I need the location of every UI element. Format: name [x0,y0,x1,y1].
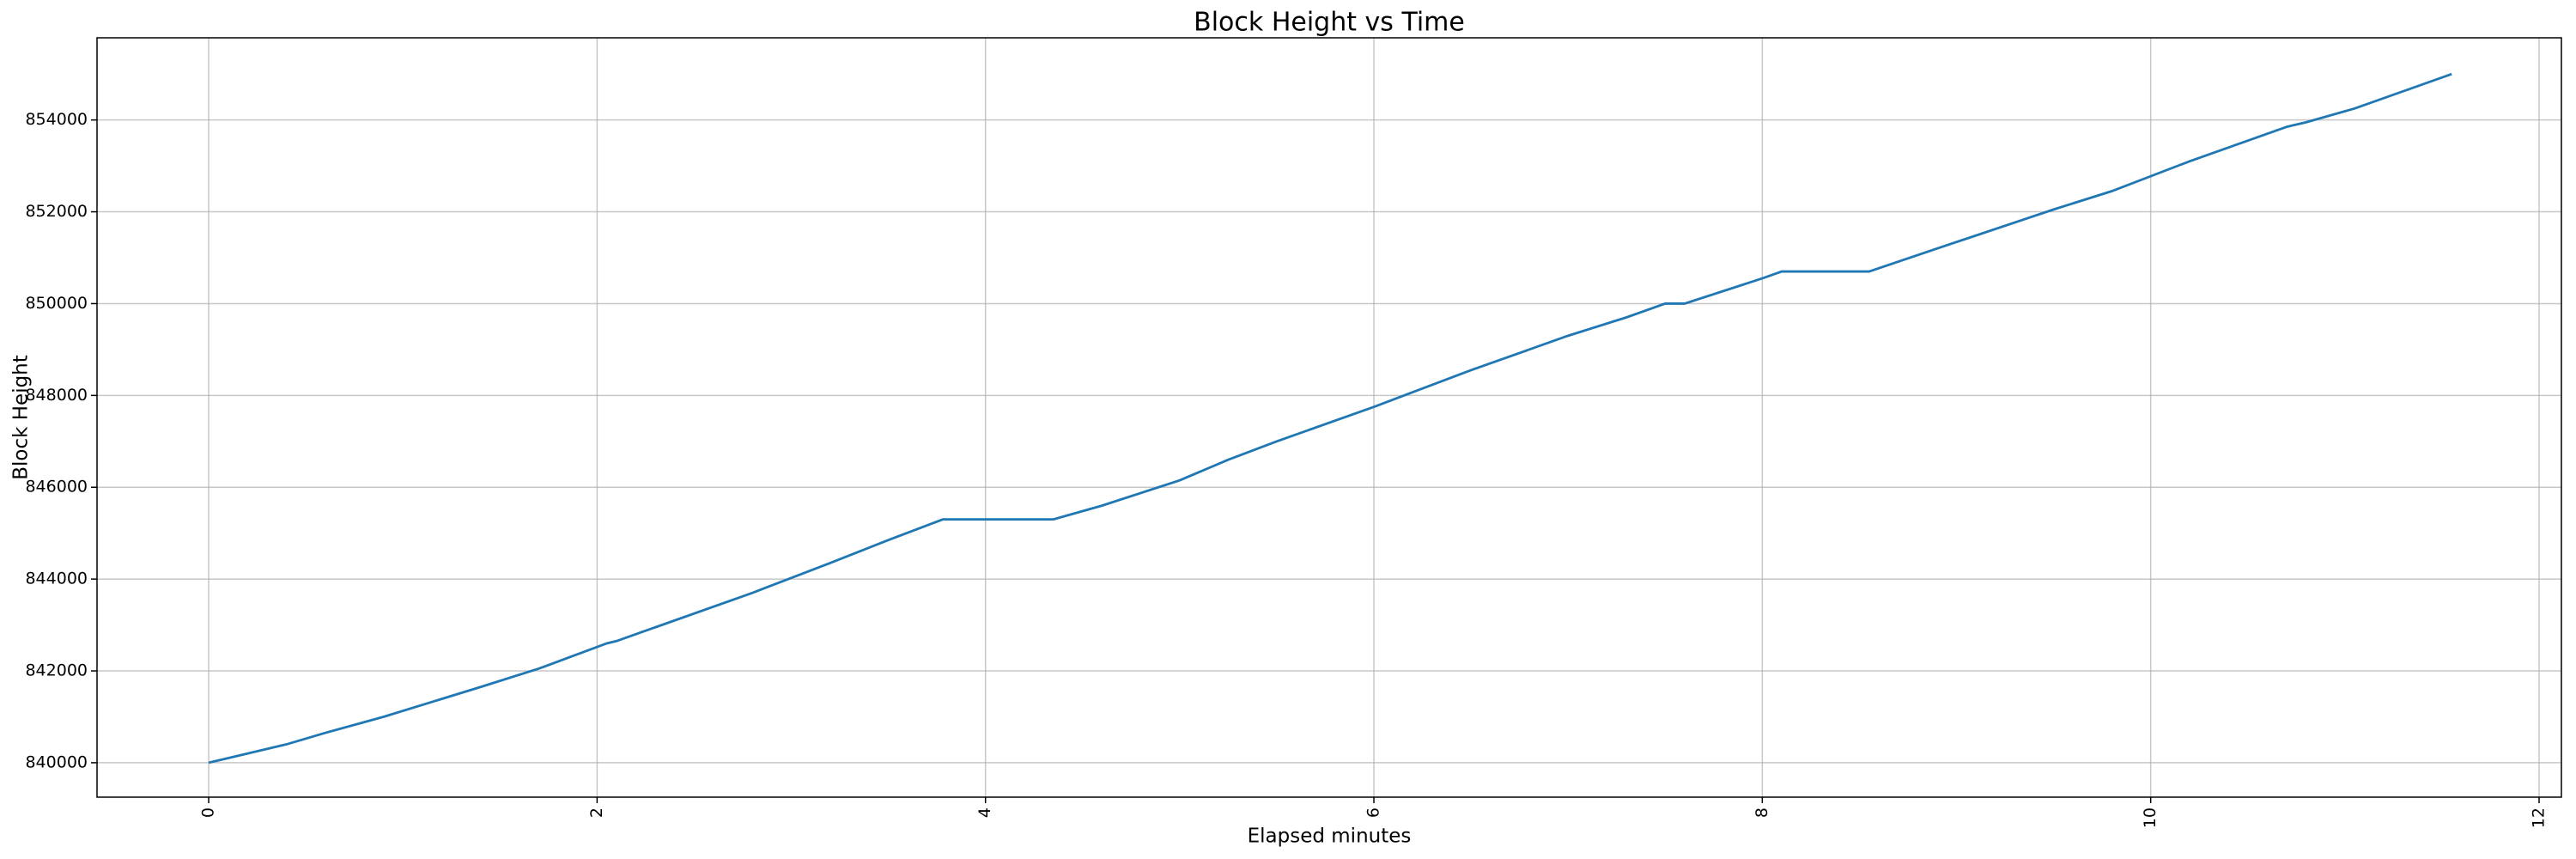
plot-frame [96,37,2562,798]
y-tick-label: 852000 [25,202,88,221]
y-tick-label: 854000 [25,110,88,129]
x-tick-label: 2 [587,807,606,818]
chart-title: Block Height vs Time [1194,8,1465,38]
y-tick-label: 846000 [25,478,88,497]
y-tick-label: 840000 [25,752,88,771]
y-tick-label: 844000 [25,570,88,588]
x-tick-label: 10 [2141,807,2160,828]
y-axis-label: Block Height [10,355,33,480]
y-tick-label: 850000 [25,294,88,313]
x-tick-label: 6 [1364,807,1383,818]
y-tick-label: 842000 [25,661,88,680]
data-line [208,72,2452,765]
x-tick-label: 8 [1753,807,1771,818]
x-tick-label: 12 [2529,807,2548,828]
x-axis-label: Elapsed minutes [1248,825,1412,848]
y-tick-label: 848000 [25,386,88,405]
x-tick-label: 4 [975,807,994,818]
x-tick-label: 0 [199,807,218,818]
